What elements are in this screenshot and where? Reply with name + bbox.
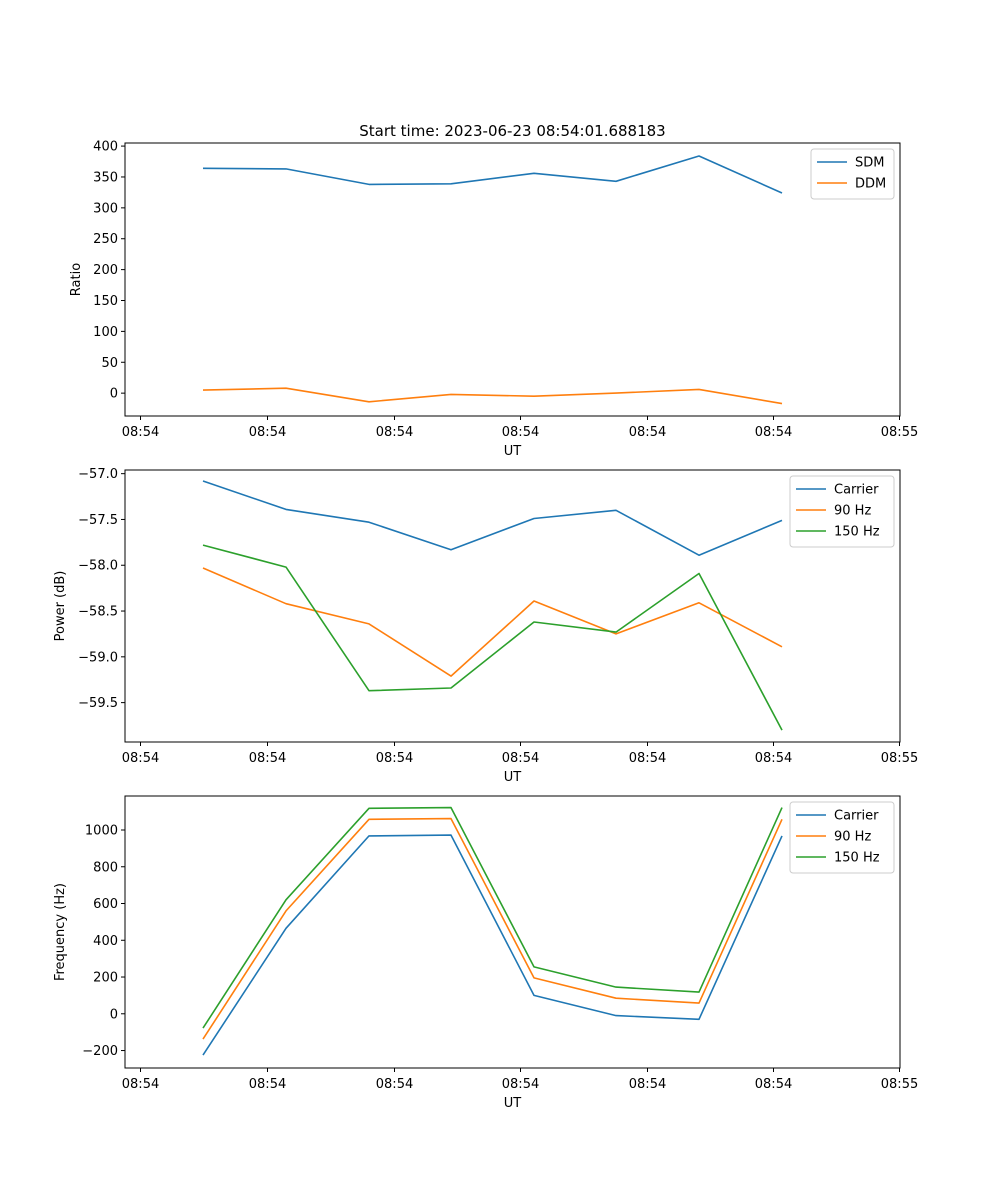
y-tick-label: 400 bbox=[93, 934, 118, 949]
x-tick-label: 08:54 bbox=[502, 425, 539, 440]
x-tick-label: 08:54 bbox=[755, 1077, 792, 1092]
y-tick-label: 400 bbox=[93, 140, 118, 155]
legend-entry-label: SDM bbox=[855, 156, 884, 171]
y-tick-label: 50 bbox=[101, 356, 118, 371]
series-line-150-hz bbox=[202, 806, 783, 1029]
y-axis-label: Frequency (Hz) bbox=[53, 883, 68, 981]
legend-entry-label: 150 Hz bbox=[834, 525, 880, 540]
y-tick-label: 0 bbox=[110, 1007, 118, 1022]
x-axis-label: UT bbox=[504, 1096, 522, 1111]
y-tick-label: 350 bbox=[93, 170, 118, 185]
chart-panel-3: −200 0 200 400 600 800 1000 08:54 08:54 08:54 08:5… bbox=[53, 795, 918, 1111]
plot-frame bbox=[124, 795, 901, 1069]
x-tick-label: 08:54 bbox=[629, 751, 666, 766]
y-tick-label: −59.5 bbox=[78, 696, 118, 711]
y-axis-label: Ratio bbox=[69, 263, 84, 296]
x-tick-label: 08:54 bbox=[376, 751, 413, 766]
y-tick-label: −58.5 bbox=[78, 605, 118, 620]
x-tick-label: 08:54 bbox=[629, 1077, 666, 1092]
y-tick-label: 1000 bbox=[85, 824, 118, 839]
y-tick-label: 200 bbox=[93, 971, 118, 986]
y-tick-label: 300 bbox=[93, 201, 118, 216]
y-tick-label: 600 bbox=[93, 897, 118, 912]
x-tick-label: 08:54 bbox=[122, 1077, 159, 1092]
legend-box bbox=[789, 475, 895, 548]
y-tick-label: 800 bbox=[93, 860, 118, 875]
chart-panel-2: −57.0 −57.5 −58.0 −58.5 −59.0 −59.5 08:54 08:54… bbox=[53, 467, 918, 785]
x-tick-label: 08:54 bbox=[249, 1077, 286, 1092]
series-line-carrier bbox=[202, 834, 783, 1056]
x-axis-label: UT bbox=[504, 770, 522, 785]
y-tick-label: 200 bbox=[93, 263, 118, 278]
series-line-150-hz bbox=[202, 544, 783, 731]
x-tick-label: 08:54 bbox=[502, 751, 539, 766]
y-axis-label: Power (dB) bbox=[53, 571, 68, 642]
x-tick-label: 08:54 bbox=[249, 751, 286, 766]
series-line-carrier bbox=[202, 480, 783, 557]
legend-entry-label: 90 Hz bbox=[834, 504, 871, 519]
legend-entry-label: 150 Hz bbox=[834, 851, 880, 866]
x-tick-label: 08:54 bbox=[122, 751, 159, 766]
y-tick-label: 150 bbox=[93, 294, 118, 309]
y-tick-label: −59.0 bbox=[78, 650, 118, 665]
y-tick-label: 0 bbox=[110, 387, 118, 402]
x-tick-label: 08:54 bbox=[502, 1077, 539, 1092]
legend-box bbox=[789, 801, 895, 874]
chart-panel-1: 0 50 100 150 200 250 300 350 400 08:54 08:54 08:54 0… bbox=[69, 140, 918, 459]
legend: Carrier 90 Hz 150 Hz bbox=[789, 475, 895, 548]
series-line-90-hz bbox=[202, 817, 783, 1040]
series-line-ddm bbox=[202, 387, 783, 405]
y-tick-label: −57.5 bbox=[78, 513, 118, 528]
x-tick-label: 08:54 bbox=[755, 425, 792, 440]
x-tick-label: 08:55 bbox=[881, 751, 918, 766]
legend-entry-label: Carrier bbox=[834, 809, 879, 824]
y-tick-label: −200 bbox=[82, 1044, 118, 1059]
plot-frame bbox=[124, 469, 901, 743]
series-line-sdm bbox=[202, 155, 783, 194]
legend: Carrier 90 Hz 150 Hz bbox=[789, 801, 895, 874]
x-tick-label: 08:54 bbox=[249, 425, 286, 440]
x-tick-label: 08:54 bbox=[755, 751, 792, 766]
legend-entry-label: 90 Hz bbox=[834, 830, 871, 845]
x-tick-label: 08:54 bbox=[376, 425, 413, 440]
x-tick-label: 08:54 bbox=[122, 425, 159, 440]
x-tick-label: 08:54 bbox=[376, 1077, 413, 1092]
y-tick-label: 100 bbox=[93, 325, 118, 340]
x-axis-label: UT bbox=[504, 444, 522, 459]
y-tick-label: −58.0 bbox=[78, 559, 118, 574]
legend-entry-label: Carrier bbox=[834, 483, 879, 498]
x-tick-label: 08:54 bbox=[629, 425, 666, 440]
y-tick-label: 250 bbox=[93, 232, 118, 247]
series-line-90-hz bbox=[202, 567, 783, 677]
plot-frame bbox=[124, 142, 901, 417]
x-tick-label: 08:55 bbox=[881, 1077, 918, 1092]
y-tick-label: −57.0 bbox=[78, 467, 118, 482]
legend: SDM DDM bbox=[810, 148, 895, 200]
x-tick-label: 08:55 bbox=[881, 425, 918, 440]
figure-title: Start time: 2023-06-23 08:54:01.688183 bbox=[359, 122, 665, 140]
legend-entry-label: DDM bbox=[855, 177, 886, 192]
